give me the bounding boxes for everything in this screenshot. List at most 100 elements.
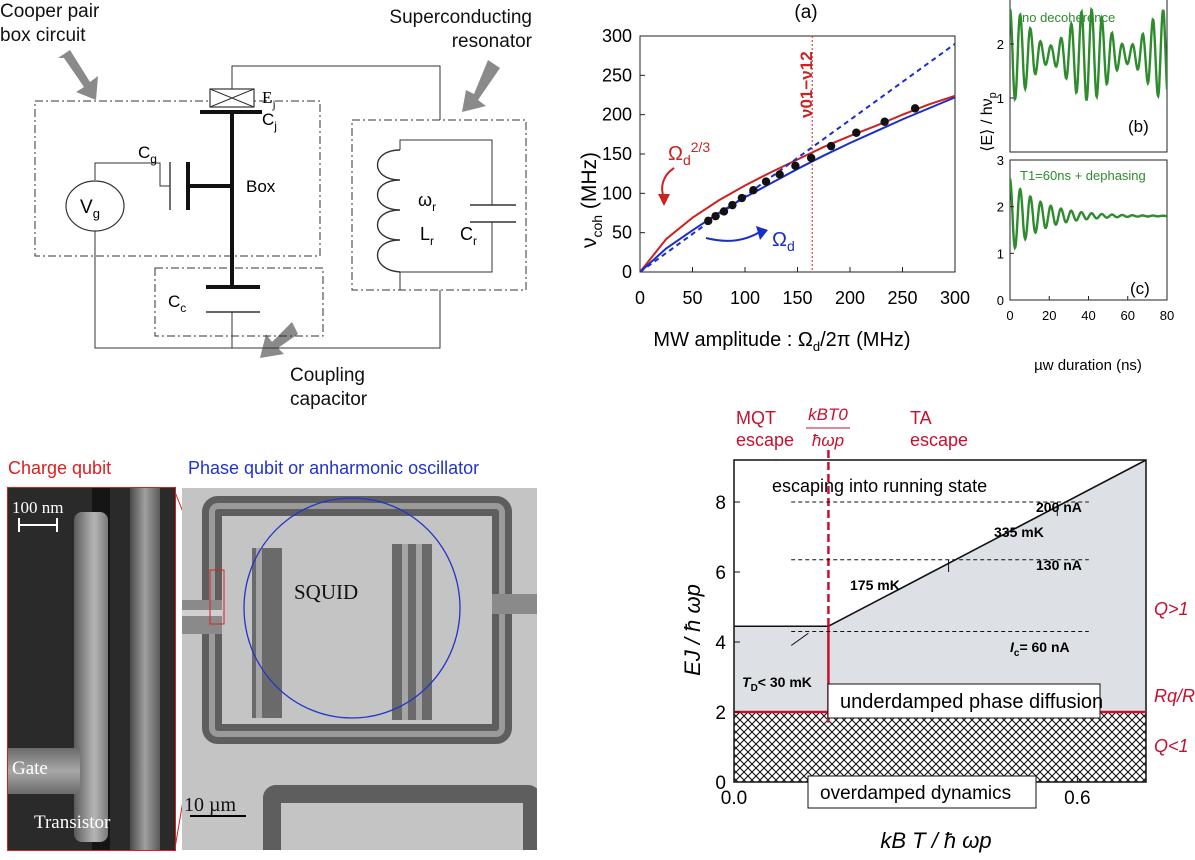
cr-label: C xyxy=(460,224,473,244)
wr-label: ω xyxy=(418,190,432,210)
y-tick-label: 300 xyxy=(602,26,632,46)
data-point xyxy=(791,161,800,170)
trace-c xyxy=(1010,178,1167,251)
cpb-label-line1: Cooper pair xyxy=(0,1,100,22)
y-tick-label: 150 xyxy=(602,144,632,164)
arrow-icon xyxy=(790,632,809,646)
phase-y-tick-label: 0 xyxy=(715,773,726,794)
q-high-label: Q>1 xyxy=(1154,599,1189,619)
cg-label: C xyxy=(138,143,150,162)
c-x-tick-label: 80 xyxy=(1160,308,1174,323)
i200-label: 200 nA xyxy=(1036,499,1082,515)
coupling-label-line1: Coupling xyxy=(290,365,365,386)
svg-text:Cr: Cr xyxy=(460,224,477,248)
coupling-arrow-icon xyxy=(260,322,298,358)
y-tick-label: 250 xyxy=(602,65,632,85)
curve-linear xyxy=(639,43,956,273)
phase-fill xyxy=(734,460,1146,712)
cpb-arrow-icon xyxy=(58,50,98,100)
y-tick-label: 50 xyxy=(612,223,632,243)
x-tick-label: 0 xyxy=(635,288,645,308)
charge-qubit-image: 100 nm Gate Transistor xyxy=(7,487,176,851)
cj-label: C xyxy=(262,110,274,129)
vg-label: V xyxy=(80,197,93,218)
chart-a: (a) 0 50 100 150 200 250 300 0 50 100 150 200 250 30… xyxy=(578,2,970,354)
svg-text:Ej: Ej xyxy=(262,88,276,111)
resonator-box xyxy=(351,119,527,291)
resonator-label: Superconducting resonator xyxy=(342,6,532,54)
underdamped-label: underdamped phase diffusion xyxy=(840,691,1103,713)
ic-label: Ic= 60 nA xyxy=(1010,639,1070,659)
chart-c-note: T1=60ns + dephasing xyxy=(1020,168,1146,183)
trace-b xyxy=(1010,6,1167,103)
b-y-tick-label: 2 xyxy=(997,37,1004,52)
scale-10um: 10 µm xyxy=(184,794,237,816)
curve-red xyxy=(639,94,956,273)
t175-label: 175 mK xyxy=(850,577,900,593)
phase-y-tick-label: 8 xyxy=(715,493,726,514)
phase-qubit-title: Phase qubit or anharmonic oscillator xyxy=(188,458,480,478)
phase-x-tick-label: 0.6 xyxy=(1064,788,1090,809)
phase-x-tick-label: 0.0 xyxy=(721,788,747,809)
data-point xyxy=(749,185,758,195)
chart-a-xlabel: MW amplitude : Ωd/2π (MHz) xyxy=(653,329,910,354)
coupling-label: Coupling capacitor xyxy=(290,364,367,412)
gate-stripe xyxy=(8,748,80,794)
x-tick-label: 200 xyxy=(835,288,865,308)
phase-xlabel: kB T / ħ ωp xyxy=(880,828,991,853)
coupling-box xyxy=(154,267,324,337)
curve-blue xyxy=(639,96,956,273)
resonator-label-line1: Superconducting xyxy=(389,7,532,28)
c-x-tick-label: 40 xyxy=(1081,308,1095,323)
squid-circle xyxy=(243,497,461,719)
data-point xyxy=(761,177,771,186)
gate-label: Gate xyxy=(12,758,48,779)
lr-label: L xyxy=(420,224,430,244)
chart-b-label: (b) xyxy=(1128,117,1149,136)
phase-y-tick-label: 6 xyxy=(715,563,726,584)
mqt-label: MQT escape xyxy=(736,408,794,450)
svg-text:Cc: Cc xyxy=(168,292,186,315)
blue-arrow-icon xyxy=(705,231,761,242)
data-point xyxy=(880,117,889,126)
y-tick-label: 200 xyxy=(602,105,632,125)
cpb-label: Cooper pair box circuit xyxy=(0,0,99,48)
data-point xyxy=(719,207,729,216)
phase-ylabel: EJ / ħ ωp xyxy=(680,584,705,676)
charge-qubit-title: Charge qubit xyxy=(8,458,112,478)
phase-qubit-image: SQUID 10 µm xyxy=(182,488,537,850)
data-point xyxy=(910,104,920,113)
c-x-tick-label: 20 xyxy=(1042,308,1056,323)
svg-text:ωr: ωr xyxy=(418,190,436,214)
c-y-tick-label: 0 xyxy=(997,293,1004,308)
td-label: TD< 30 mK xyxy=(742,674,812,694)
red-arrow-icon xyxy=(661,167,675,199)
inductor xyxy=(376,149,401,273)
data-point xyxy=(704,216,713,226)
coupling-label-line2: capacitor xyxy=(290,389,368,410)
transistor-label: Transistor xyxy=(34,812,111,833)
svg-text:Vg: Vg xyxy=(80,197,100,221)
blue-curve-label: Ωd xyxy=(772,229,795,254)
kt0-fraction-num: kBT0 xyxy=(808,405,848,424)
scale-100nm: 100 nm xyxy=(12,498,64,517)
red-curve-label: Ωd2/3 xyxy=(668,139,710,168)
overdamped-label: overdamped dynamics xyxy=(820,783,1011,804)
c-x-tick-label: 0 xyxy=(1006,308,1013,323)
cpb-box xyxy=(34,100,321,257)
box-label: Box xyxy=(246,177,276,196)
y-tick-label: 0 xyxy=(622,262,632,282)
x-tick-label: 150 xyxy=(782,288,812,308)
kt0-fraction-den: ħωp xyxy=(812,431,844,450)
i130-label: 130 nA xyxy=(1036,557,1082,573)
cc-label: C xyxy=(168,292,180,311)
c-y-tick-label: 3 xyxy=(997,153,1004,168)
chart-b-note: no decoherence xyxy=(1022,10,1115,25)
x-tick-label: 250 xyxy=(887,288,917,308)
data-point xyxy=(737,193,747,203)
rq-label: Rq/R xyxy=(1154,686,1195,706)
svg-text:Cj: Cj xyxy=(262,110,277,133)
ej-label: E xyxy=(262,88,272,107)
ta-label: TA escape xyxy=(910,408,968,450)
